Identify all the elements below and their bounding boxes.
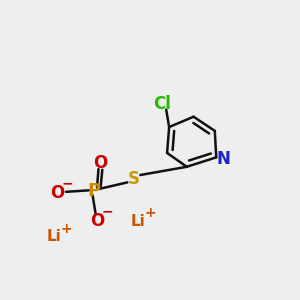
Text: −: − bbox=[101, 205, 113, 219]
Text: P: P bbox=[88, 182, 100, 200]
Text: +: + bbox=[60, 222, 72, 236]
Text: S: S bbox=[128, 170, 140, 188]
Text: +: + bbox=[144, 206, 156, 220]
Text: Cl: Cl bbox=[153, 95, 171, 113]
Text: −: − bbox=[61, 177, 73, 191]
Text: Li: Li bbox=[131, 214, 146, 229]
Text: O: O bbox=[93, 154, 107, 172]
Text: O: O bbox=[50, 184, 64, 202]
Text: O: O bbox=[90, 212, 104, 230]
Text: N: N bbox=[216, 150, 230, 168]
Text: Li: Li bbox=[47, 230, 62, 244]
